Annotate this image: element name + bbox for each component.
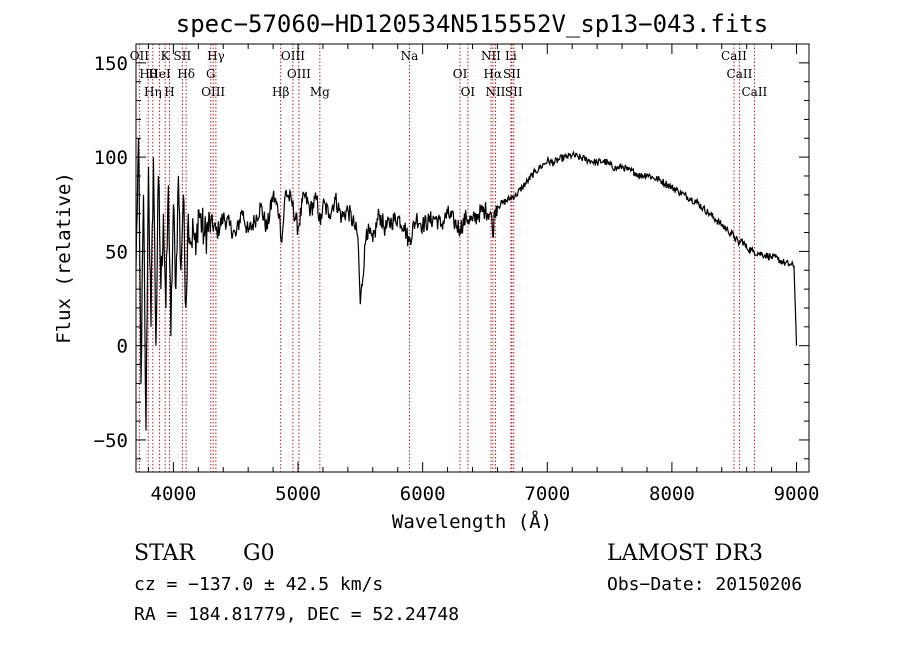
spectral-line-label: OIII	[281, 49, 305, 63]
x-axis-label: Wavelength (Å)	[392, 510, 552, 533]
y-tick-label: 0	[117, 336, 128, 358]
redshift-velocity: cz = −137.0 ± 42.5 km/s	[134, 574, 383, 595]
spectral-line-label: OI	[453, 67, 468, 81]
spectral-line-label: G	[206, 67, 216, 81]
spectral-line-label: SII	[174, 49, 192, 63]
y-tick-label: −50	[94, 430, 128, 452]
spectral-line-label: Hδ	[177, 67, 195, 81]
coordinates: RA = 184.81779, DEC = 52.24748	[134, 604, 459, 625]
spectral-line-label: OII	[130, 49, 150, 63]
spectral-line-label: Hθ	[139, 67, 157, 81]
x-tick-label: 6000	[400, 483, 446, 505]
x-tick-label: 5000	[275, 483, 321, 505]
spectral-lines-layer	[138, 44, 755, 472]
spectral-line-label: SII	[505, 85, 523, 99]
spectral-line-label: NII	[485, 85, 505, 99]
spectral-line-label: OIII	[287, 67, 311, 81]
y-tick-label: 50	[105, 241, 128, 263]
spectral-line-label: Hα	[484, 67, 503, 81]
spectral-line-label: OIII	[201, 85, 225, 99]
spectral-line-label: CaII	[721, 49, 747, 63]
axis-ticks: 4000 5000 6000 7000 8000 9000 −50 0 50 100 150	[94, 43, 820, 505]
spectral-line-label: Li	[505, 49, 517, 63]
spectral-line-label: Hη	[144, 85, 162, 99]
object-class: STAR	[134, 541, 196, 566]
spectral-line-label: SII	[503, 67, 521, 81]
x-tick-label: 8000	[649, 483, 695, 505]
spectral-line-label: CaII	[727, 67, 753, 81]
chart-title: spec−57060−HD120534N515552V_sp13−043.fit…	[176, 10, 768, 38]
spectral-line-label: Mg	[310, 85, 330, 99]
y-tick-label: 150	[94, 53, 128, 75]
y-axis-label: Flux (relative)	[53, 172, 75, 344]
spectral-line-label: NII	[481, 49, 501, 63]
x-tick-label: 9000	[774, 483, 820, 505]
spectral-line-label: H	[164, 85, 174, 99]
plot-frame	[135, 43, 810, 473]
y-tick-label: 100	[94, 147, 128, 169]
spectral-line-label: Na	[401, 49, 419, 63]
spectral-line-labels: OII Hθ Hη K HeI H SII Hδ OIII Hγ G Hβ OIII OIII Mg Na OI…	[130, 49, 768, 99]
spectral-line-label: OI	[461, 85, 476, 99]
spectral-line-label: HeI	[148, 67, 171, 81]
spectral-line-label: Hβ	[272, 85, 289, 99]
object-subclass: G0	[243, 541, 275, 566]
spectral-line-label: CaII	[741, 85, 767, 99]
x-tick-label: 4000	[151, 483, 197, 505]
spectral-line-label: K	[161, 49, 171, 63]
spectral-line-label: Hγ	[207, 49, 225, 63]
x-tick-label: 7000	[524, 483, 570, 505]
survey-name: LAMOST DR3	[607, 541, 763, 566]
spectrum-series-line	[135, 138, 798, 431]
observation-date: Obs−Date: 20150206	[607, 574, 802, 595]
